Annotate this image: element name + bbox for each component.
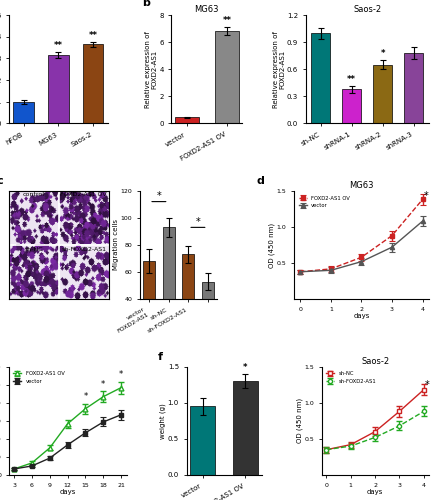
Bar	[215, 32, 239, 124]
Text: *: *	[156, 191, 161, 201]
Bar	[48, 55, 69, 124]
Text: *: *	[243, 362, 248, 372]
Bar	[182, 254, 194, 354]
Text: **: **	[88, 30, 97, 40]
Text: *: *	[196, 216, 200, 226]
Text: sh-NC: sh-NC	[24, 246, 43, 252]
Text: control: control	[23, 192, 45, 198]
Title: Saos-2: Saos-2	[361, 356, 389, 366]
Bar	[83, 44, 103, 124]
X-axis label: days: days	[353, 314, 370, 320]
Text: FOXD2-AS1 OV: FOXD2-AS1 OV	[60, 192, 107, 198]
X-axis label: days: days	[59, 489, 76, 495]
Bar	[343, 89, 361, 124]
Text: *: *	[381, 50, 385, 58]
Text: sh-FOXD2-AS1: sh-FOXD2-AS1	[61, 246, 106, 252]
Legend: sh-NC, sh-FOXD2-AS1: sh-NC, sh-FOXD2-AS1	[324, 369, 378, 386]
Y-axis label: Migration cells: Migration cells	[113, 220, 119, 270]
Text: f: f	[158, 352, 163, 362]
Text: b: b	[142, 0, 149, 8]
Text: **: **	[347, 74, 356, 84]
Title: Saos-2: Saos-2	[353, 5, 381, 14]
Text: d: d	[257, 176, 265, 186]
Bar	[13, 102, 34, 124]
Bar	[373, 64, 392, 124]
Bar	[174, 118, 199, 124]
Text: **: **	[54, 40, 63, 50]
Text: *: *	[83, 392, 87, 402]
Text: c: c	[0, 176, 3, 186]
Bar	[143, 262, 155, 354]
Legend: FOXD2-AS1 OV, vector: FOXD2-AS1 OV, vector	[11, 369, 67, 386]
Y-axis label: weight (g): weight (g)	[160, 403, 166, 438]
Text: *: *	[425, 380, 430, 390]
Title: MG63: MG63	[349, 181, 374, 190]
Y-axis label: Relative expression of
FOXD2-AS1: Relative expression of FOXD2-AS1	[272, 31, 285, 108]
Text: **: **	[223, 16, 232, 25]
Y-axis label: OD (450 nm): OD (450 nm)	[269, 222, 275, 268]
Bar	[163, 228, 174, 354]
Bar	[190, 406, 216, 475]
Legend: FOXD2-AS1 OV, vector: FOXD2-AS1 OV, vector	[297, 194, 352, 210]
Y-axis label: Relative expression of
FOXD2-AS1: Relative expression of FOXD2-AS1	[145, 31, 158, 108]
Bar	[404, 53, 423, 124]
Y-axis label: OD (450 nm): OD (450 nm)	[296, 398, 303, 444]
Bar	[233, 381, 258, 475]
X-axis label: days: days	[367, 489, 383, 495]
Text: *: *	[101, 380, 105, 389]
Text: *: *	[424, 192, 429, 202]
Title: MG63: MG63	[194, 5, 219, 14]
Bar	[202, 282, 213, 354]
Bar	[311, 33, 330, 124]
Text: *: *	[119, 370, 123, 379]
